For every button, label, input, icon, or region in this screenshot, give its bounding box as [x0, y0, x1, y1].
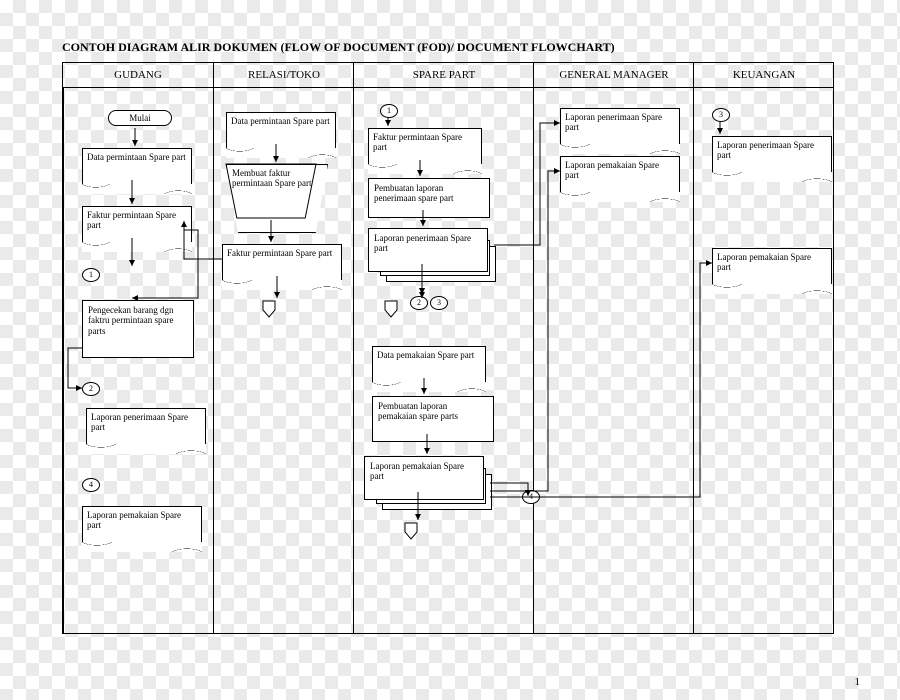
page-title: CONTOH DIAGRAM ALIR DOKUMEN (FLOW OF DOC…: [62, 40, 615, 55]
flow-node-k_c3: 3: [712, 108, 730, 122]
flow-node-k_lap_pak: Laporan pemakaian Spare part: [712, 248, 832, 290]
flow-node-s_faktur: Faktur permintaan Spare part: [368, 128, 482, 170]
flow-node-s_c3: 3: [430, 296, 448, 310]
flow-node-g_c4: 4: [82, 478, 100, 492]
flow-node-r_faktur: Faktur permintaan Spare part: [222, 244, 342, 286]
lane-header: RELASI/TOKO: [213, 63, 354, 88]
flow-node-s_stack2: Laporan pemakaian Spare part: [364, 456, 490, 508]
flow-node-s_stack1: Laporan penerimaan Spare part: [368, 228, 494, 280]
flow-node-k_lap_pen: Laporan penerimaan Spare part: [712, 136, 832, 178]
flow-node-s_c2: 2: [410, 296, 428, 310]
flow-node-g_cek: Pengecekan barang dgn faktru permintaan …: [82, 300, 194, 358]
flow-node-s_off1: [384, 300, 398, 318]
flow-node-s_off2: [404, 522, 418, 540]
lane-header: SPARE PART: [353, 63, 534, 88]
page-number: 1: [855, 676, 861, 688]
flow-node-s_data: Data pemakaian Spare part: [372, 346, 486, 388]
lane-header: GENERAL MANAGER: [533, 63, 694, 88]
flow-node-g_c1: 1: [82, 268, 100, 282]
flow-node-g_faktur: Faktur permintaan Spare part: [82, 206, 192, 248]
flow-node-r_manual: Membuat faktur permintaan Spare part: [226, 164, 328, 233]
flow-node-r_data: Data permintaan Spare part: [226, 112, 336, 154]
flow-node-s_proc2: Pembuatan laporan pemakaian spare parts: [372, 396, 494, 442]
lane-header: GUDANG: [63, 63, 213, 88]
flow-node-g_c2: 2: [82, 382, 100, 396]
flow-node-r_off: [262, 300, 276, 318]
flow-node-s_c1: 1: [380, 104, 398, 118]
flow-node-g_start: Mulai: [108, 110, 172, 126]
flow-node-gm_lap_pen: Laporan penerimaan Spare part: [560, 108, 680, 150]
flow-node-s_c4: 4: [522, 490, 540, 504]
flow-node-g_data: Data permintaan Spare part: [82, 148, 192, 190]
lane-header: KEUANGAN: [693, 63, 834, 88]
flow-node-s_proc1: Pembuatan laporan penerimaan spare part: [368, 178, 490, 218]
flow-node-g_lap_pak: Laporan pemakaian Spare part: [82, 506, 202, 548]
flow-node-g_lap_pen: Laporan penerimaan Spare part: [86, 408, 206, 450]
page: CONTOH DIAGRAM ALIR DOKUMEN (FLOW OF DOC…: [0, 0, 900, 700]
flow-node-gm_lap_pak: Laporan pemakaian Spare part: [560, 156, 680, 198]
